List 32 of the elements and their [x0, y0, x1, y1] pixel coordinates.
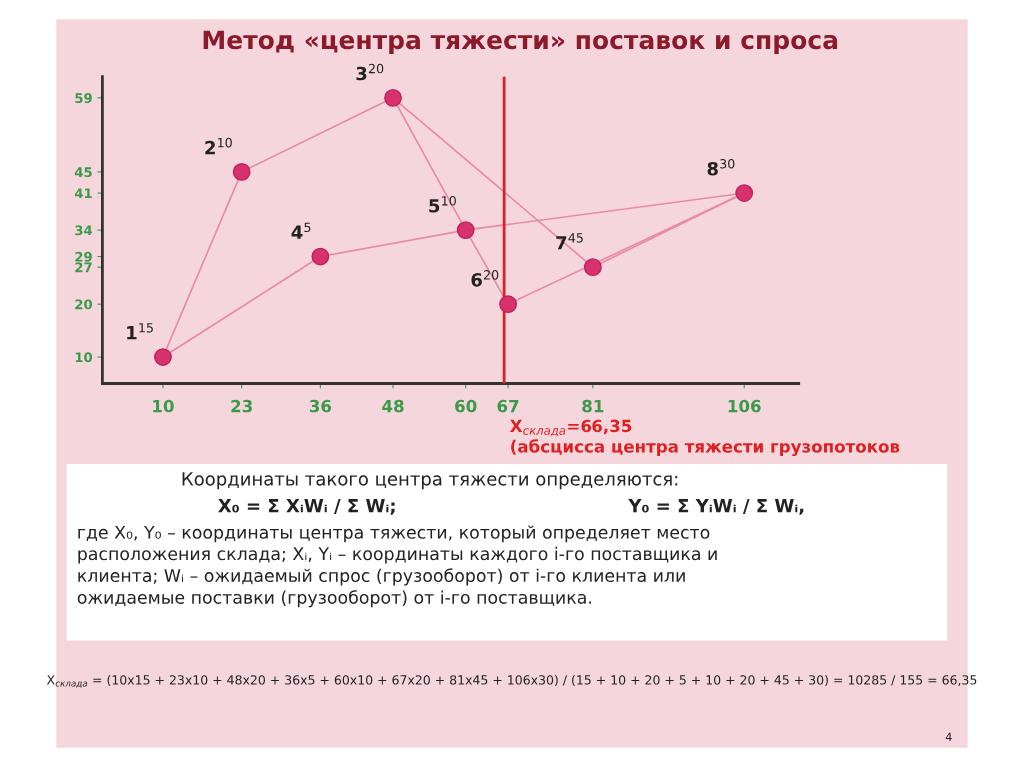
annotation: 4$^{5}$ [291, 222, 311, 239]
annotation: 5$^{10}$ [429, 196, 456, 213]
annotation: 3$^{20}$ [356, 63, 384, 81]
x-tick-label: 48 [382, 399, 404, 413]
annotation: 6$^{20}$ [471, 270, 499, 287]
y-tick-label: 27 [75, 262, 92, 273]
y-tick-label: 29 [75, 251, 92, 262]
x-tick-label: 10 [153, 399, 174, 413]
x-tick-label: 23 [231, 399, 252, 413]
x-tick-label: 60 [455, 399, 477, 413]
annotation: 2$^{10}$ [205, 137, 232, 155]
chart-title: Метод «центра тяжести» поставок и спроса [203, 30, 838, 55]
annotation: 1$^{15}$ [127, 323, 153, 340]
text: X₀ = Σ XᵢWᵢ / Σ Wᵢ; [218, 499, 395, 515]
y-tick-label: 41 [74, 188, 92, 199]
text: где X₀, Y₀ – координаты центра тяжести, который определяет место расположения склада; Xᵢ, Yᵢ – координаты каждого i-го поставщика и клиента; Wᵢ – ожидаемый спрос (грузооборот) от i-го клиента или ожидаемые поставки (грузооборот) от i-го поставщика. [77, 525, 717, 608]
x-tick-label: 106 [728, 399, 761, 413]
y-tick-label: 45 [74, 167, 92, 178]
text: Y₀ = Σ YᵢWᵢ / Σ Wᵢ, [628, 499, 804, 515]
annotation: 8$^{30}$ [707, 159, 735, 176]
y-tick-label: 59 [75, 93, 92, 104]
y-tick-label: 34 [75, 225, 93, 236]
text: 4 [945, 732, 952, 741]
text: X$_{склада}$ = (10x15 + 23x10 + 48x20 + 36x5 + 60x10 + 67x20 + 81x45 + 106x30) / (15 + 10 + 20 + 5 + 10 + 20 + 45 + 30) = 10285 / 155 = 66,35 [46, 674, 977, 688]
text: Координаты такого центра тяжести определяются: [182, 472, 678, 490]
x-tick-label: 67 [497, 399, 519, 413]
y-tick-label: 10 [75, 352, 93, 363]
x-tick-label: 81 [582, 399, 604, 413]
ref-line-label: X$_{склада}$=66,35 (абсцисса центра тяжести грузопотоков [510, 419, 900, 457]
annotation: 7$^{45}$ [556, 233, 583, 250]
x-tick-label: 36 [309, 399, 332, 413]
y-tick-label: 20 [75, 299, 93, 310]
